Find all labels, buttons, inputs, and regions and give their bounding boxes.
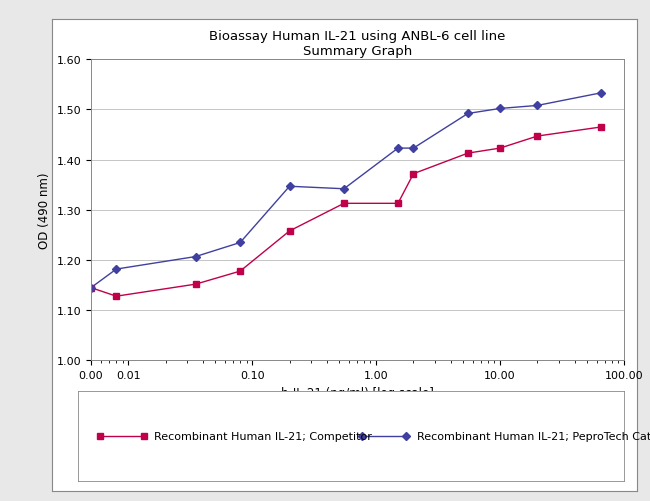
Recombinant Human IL-21; PeproTech Cat# 200-21 — [192, 254, 200, 260]
Text: Bioassay Human IL-21 using ANBL-6 cell line
Summary Graph: Bioassay Human IL-21 using ANBL-6 cell l… — [209, 30, 506, 58]
Recombinant Human IL-21; Competitor — [464, 151, 472, 157]
Recombinant Human IL-21; PeproTech Cat# 200-21 — [534, 103, 541, 109]
Recombinant Human IL-21; Competitor — [87, 285, 95, 291]
Recombinant Human IL-21; PeproTech Cat# 200-21 — [87, 285, 95, 291]
Recombinant Human IL-21; PeproTech Cat# 200-21 — [597, 91, 604, 97]
Line: Recombinant Human IL-21; PeproTech Cat# 200-21: Recombinant Human IL-21; PeproTech Cat# … — [88, 91, 604, 291]
Recombinant Human IL-21; Competitor — [340, 201, 348, 207]
Recombinant Human IL-21; PeproTech Cat# 200-21 — [112, 267, 120, 273]
X-axis label: h-IL-21 (ng/ml) [log scale]: h-IL-21 (ng/ml) [log scale] — [281, 386, 434, 399]
Recombinant Human IL-21; Competitor — [410, 171, 417, 177]
Recombinant Human IL-21; Competitor — [394, 201, 402, 207]
Recombinant Human IL-21; Competitor — [237, 269, 244, 275]
Recombinant Human IL-21; PeproTech Cat# 200-21 — [496, 106, 504, 112]
Recombinant Human IL-21; Competitor — [534, 134, 541, 140]
Recombinant Human IL-21; Competitor — [597, 125, 604, 131]
Recombinant Human IL-21; PeproTech Cat# 200-21 — [237, 240, 244, 246]
Text: Recombinant Human IL-21; Competitor: Recombinant Human IL-21; Competitor — [155, 431, 372, 441]
Recombinant Human IL-21; Competitor — [112, 294, 120, 300]
Text: Recombinant Human IL-21; PeproTech Cat# 200-21: Recombinant Human IL-21; PeproTech Cat# … — [417, 431, 650, 441]
Recombinant Human IL-21; PeproTech Cat# 200-21 — [410, 146, 417, 152]
Line: Recombinant Human IL-21; Competitor: Recombinant Human IL-21; Competitor — [88, 125, 604, 300]
Y-axis label: OD (490 nm): OD (490 nm) — [38, 172, 51, 248]
Recombinant Human IL-21; Competitor — [496, 146, 504, 152]
Recombinant Human IL-21; PeproTech Cat# 200-21 — [464, 111, 472, 117]
Recombinant Human IL-21; PeproTech Cat# 200-21 — [285, 184, 293, 190]
Recombinant Human IL-21; PeproTech Cat# 200-21 — [394, 146, 402, 152]
Recombinant Human IL-21; PeproTech Cat# 200-21 — [340, 186, 348, 192]
Recombinant Human IL-21; Competitor — [285, 228, 293, 234]
Recombinant Human IL-21; Competitor — [192, 282, 200, 288]
